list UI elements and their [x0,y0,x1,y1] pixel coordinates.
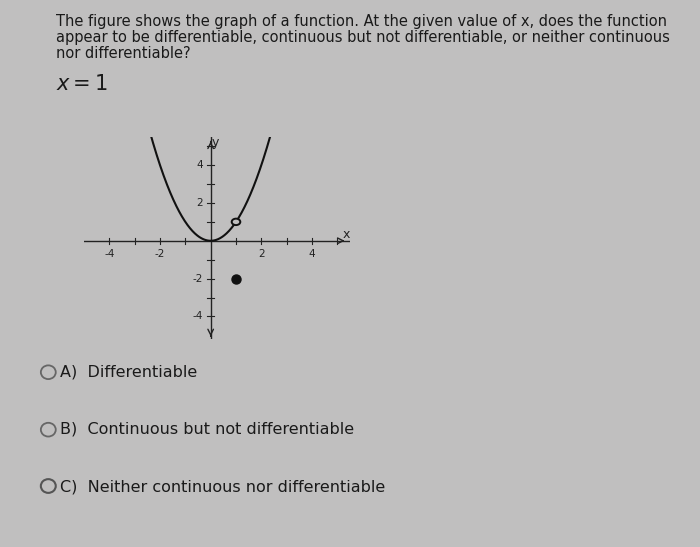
Text: 2: 2 [197,198,203,208]
Text: The figure shows the graph of a function. At the given value of x, does the func: The figure shows the graph of a function… [56,14,667,28]
Text: B)  Continuous but not differentiable: B) Continuous but not differentiable [60,422,354,437]
Text: A)  Differentiable: A) Differentiable [60,364,197,380]
Text: -2: -2 [193,274,203,283]
Circle shape [232,219,240,225]
Text: x: x [342,228,350,241]
Text: nor differentiable?: nor differentiable? [56,46,190,61]
Text: $x = 1$: $x = 1$ [56,74,108,94]
Text: -4: -4 [193,311,203,322]
Text: C)  Neither continuous nor differentiable: C) Neither continuous nor differentiable [60,479,385,494]
Text: -2: -2 [155,249,165,259]
Text: 4: 4 [197,160,203,170]
Text: y: y [211,136,219,149]
Text: -4: -4 [104,249,115,259]
Text: appear to be differentiable, continuous but not differentiable, or neither conti: appear to be differentiable, continuous … [56,30,670,45]
Text: 4: 4 [309,249,315,259]
Text: 2: 2 [258,249,265,259]
